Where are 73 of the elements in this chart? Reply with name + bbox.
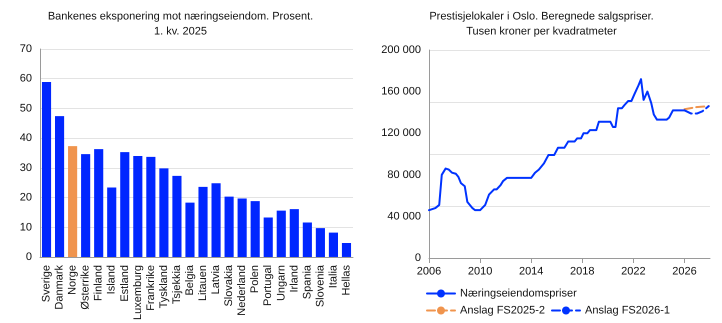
x-tick-label: 2010 [468, 266, 492, 278]
x-tick-label: Danmark [54, 264, 66, 310]
x-tick-label: Ungarn [275, 264, 288, 302]
x-tick-label: Østerrike [80, 264, 92, 310]
x-tick-label: Polen [249, 264, 262, 294]
bar [42, 82, 52, 257]
y-tick-label: 60 [20, 72, 32, 85]
y-tick-label: 0 [26, 250, 32, 263]
y-tick-label: 40 [20, 132, 32, 144]
x-tick-label: Sverige [40, 264, 53, 302]
bar [342, 243, 352, 257]
x-tick-label: Tyskland [158, 264, 170, 308]
legend-label: Anslag FS2026-1 [585, 304, 670, 316]
x-tick-label: Slovakia [223, 264, 236, 307]
x-tick-label: Frankrike [144, 264, 157, 311]
y-tick-label: 200 000 [381, 44, 421, 56]
bar [81, 154, 90, 257]
x-tick-label: 2018 [570, 266, 595, 278]
x-tick-label: Hellas [340, 264, 352, 296]
y-tick-label: 120 000 [381, 127, 421, 140]
bar [250, 201, 260, 257]
bar [264, 217, 273, 257]
x-tick-label: Nederland [236, 264, 248, 316]
x-tick-label: Italia [327, 264, 340, 288]
bar [120, 152, 130, 257]
y-tick-label: 50 [20, 102, 32, 114]
x-tick-label: Portugal [262, 264, 274, 306]
bar [224, 196, 234, 257]
y-tick-label: 40 000 [387, 210, 421, 222]
y-tick-label: 0 [414, 252, 421, 264]
bar [133, 156, 142, 257]
x-tick-label: Belgia [184, 264, 196, 296]
bar [68, 146, 78, 257]
x-tick-label: Finland [92, 264, 105, 302]
chart-title: Bankenes eksponering mot næringseiendom. Prosent. 1. kv. 2025 [48, 10, 314, 38]
bar [198, 186, 208, 257]
bar [328, 232, 338, 257]
y-tick-label: 20 [20, 192, 32, 204]
x-tick-label: Norge [66, 264, 79, 295]
y-tick-label: 160 000 [381, 86, 421, 98]
x-tick-label: 2006 [416, 266, 442, 278]
x-tick-label: Litauen [197, 264, 210, 302]
bar [238, 198, 247, 257]
bar [212, 183, 221, 257]
bar [276, 210, 286, 257]
x-tick-label: Irland [288, 264, 300, 292]
x-tick-label: Island [106, 264, 118, 294]
y-tick-label: 70 [20, 43, 32, 55]
bar [107, 187, 116, 257]
bar [55, 116, 64, 257]
x-tick-label: Latvia [210, 264, 222, 294]
bar [302, 222, 312, 257]
x-tick-label: Estland [118, 264, 131, 302]
bar [146, 156, 156, 257]
x-tick-label: Tsjekkia [170, 264, 183, 304]
x-tick-label: 2014 [518, 266, 544, 278]
x-tick-label: Slovenia [314, 264, 326, 308]
x-tick-label: Spania [301, 264, 314, 300]
bar [290, 209, 299, 257]
bar [185, 202, 195, 257]
y-tick-label: 10 [20, 221, 32, 234]
x-tick-label: Luxemburg [132, 264, 144, 320]
x-tick-label: 2022 [621, 266, 646, 278]
legend-label: Næringseiendomspriser [460, 288, 578, 300]
x-tick-label: 2026 [672, 266, 697, 278]
legend-label: Anslag FS2025-2 [460, 304, 545, 316]
bar [159, 168, 168, 257]
bar [94, 149, 104, 257]
y-tick-label: 30 [20, 162, 32, 174]
bar [172, 176, 182, 257]
y-tick-label: 80 000 [387, 168, 421, 181]
bar [316, 228, 325, 257]
chart-title: Prestisjelokaler i Oslo. Beregnede salgspriser. Tusen kroner per kvadratmeter [429, 10, 654, 38]
